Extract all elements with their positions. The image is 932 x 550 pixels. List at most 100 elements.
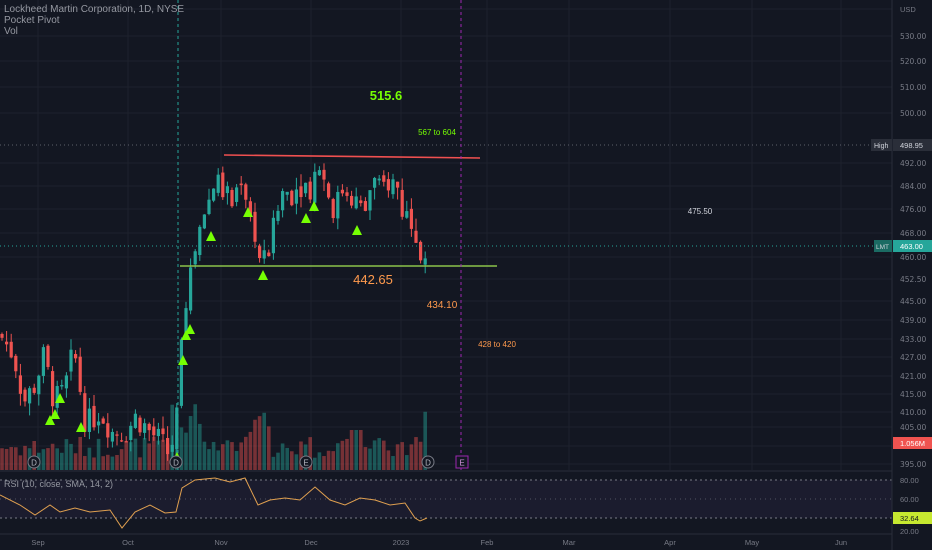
- volume-bar: [276, 452, 280, 470]
- volume-bar: [331, 451, 335, 470]
- price-tick: 410.00: [900, 408, 926, 417]
- candle-body: [152, 426, 156, 436]
- last-value: 463.00: [900, 242, 923, 251]
- volume-bar: [124, 441, 128, 470]
- resistance-line: [223, 154, 481, 159]
- event-marker: [27, 455, 41, 469]
- candle-body: [419, 241, 423, 261]
- volume-bar: [161, 439, 165, 470]
- volume-bar: [248, 431, 253, 470]
- volume-bar: [142, 438, 147, 470]
- indicator-pocket-pivot[interactable]: Pocket Pivot: [4, 15, 60, 26]
- candle-body: [202, 214, 206, 229]
- candle-body: [290, 190, 294, 206]
- volume-bar: [9, 447, 13, 470]
- price-tick: 433.00: [900, 335, 926, 344]
- vol-value: 1.056M: [900, 439, 925, 448]
- candle-body: [239, 183, 243, 186]
- volume-bar: [73, 453, 78, 470]
- volume-bar: [92, 457, 96, 470]
- candle-body: [46, 345, 50, 367]
- high-label: High: [874, 143, 889, 150]
- candle-body: [299, 186, 303, 198]
- high-tag: [871, 139, 892, 151]
- price-candles: [0, 163, 427, 461]
- volume-bar: [225, 440, 230, 470]
- event-marker: [421, 455, 435, 469]
- volume-bar: [257, 416, 262, 470]
- price-tick: 476.00: [900, 205, 926, 214]
- volume-bar: [395, 444, 400, 470]
- candle-body: [345, 192, 349, 196]
- candle-body: [9, 341, 13, 358]
- chart-title[interactable]: Lockheed Martin Corporation, 1D, NYSE: [4, 4, 185, 15]
- volume-bar: [345, 438, 349, 470]
- pocket-pivot-marker: [258, 270, 268, 280]
- volume-bar: [64, 439, 69, 470]
- candle-body: [143, 423, 147, 433]
- candle-body: [331, 199, 335, 219]
- volume-bar: [221, 444, 225, 470]
- candle-body: [115, 434, 119, 436]
- time-tick: 2023: [393, 538, 410, 547]
- candle-body: [138, 417, 142, 433]
- candle-body: [253, 211, 257, 242]
- volume-bar: [115, 454, 119, 470]
- candle-body: [170, 444, 174, 452]
- price-tick: 492.00: [900, 159, 926, 168]
- candle-body: [110, 431, 114, 442]
- rsi-tick: 60.00: [900, 495, 919, 504]
- volume-bar: [267, 426, 271, 470]
- event-marker: [169, 455, 183, 469]
- volume-bar: [359, 430, 363, 470]
- candle-body: [248, 201, 252, 215]
- candle-body: [37, 375, 41, 395]
- candle-body: [212, 188, 216, 201]
- volume-bar: [207, 449, 211, 470]
- price-tick: 439.00: [900, 316, 926, 325]
- candle-body: [129, 425, 133, 441]
- price-tick: 484.00: [900, 182, 926, 191]
- volume-bar: [322, 456, 326, 470]
- candle-body: [193, 251, 197, 265]
- candle-body: [101, 418, 105, 424]
- candle-body: [32, 387, 36, 393]
- candle-body: [207, 199, 211, 214]
- candle-body: [391, 179, 395, 195]
- candle-body: [55, 386, 59, 408]
- candle-body: [340, 189, 344, 194]
- event-marker-label: D: [425, 459, 431, 468]
- event-marker-label: E: [459, 459, 464, 468]
- pocket-pivot-marker: [352, 225, 362, 235]
- candle-body: [285, 191, 289, 195]
- volume-bar: [391, 456, 395, 470]
- time-tick: May: [745, 538, 759, 547]
- volume-bar: [0, 448, 4, 470]
- time-tick: Mar: [563, 538, 576, 547]
- volume-bar: [32, 440, 36, 470]
- volume-bar: [211, 441, 216, 470]
- pocket-pivot-marker: [178, 355, 188, 365]
- candle-body: [368, 190, 372, 211]
- price-tick: 405.00: [900, 423, 926, 432]
- candle-body: [377, 178, 381, 181]
- price-tick: 520.00: [900, 57, 926, 66]
- volume-bar: [354, 430, 358, 470]
- price-tick: 500.00: [900, 109, 926, 118]
- annotation-range-high: 567 to 604: [418, 128, 456, 137]
- volume-bar: [400, 442, 404, 470]
- event-marker-label: E: [303, 459, 308, 468]
- indicator-vol[interactable]: Vol: [4, 26, 18, 37]
- candle-body: [0, 333, 4, 338]
- event-marker-label: D: [31, 459, 37, 468]
- candle-body: [400, 189, 404, 217]
- candle-body: [92, 405, 96, 428]
- volume-bar: [179, 427, 184, 470]
- volume-bar: [230, 442, 234, 470]
- volume-bar: [69, 443, 73, 470]
- candle-body: [350, 195, 354, 206]
- price-tick: 510.00: [900, 83, 926, 92]
- grid: [0, 0, 892, 470]
- volume-bar: [4, 448, 9, 470]
